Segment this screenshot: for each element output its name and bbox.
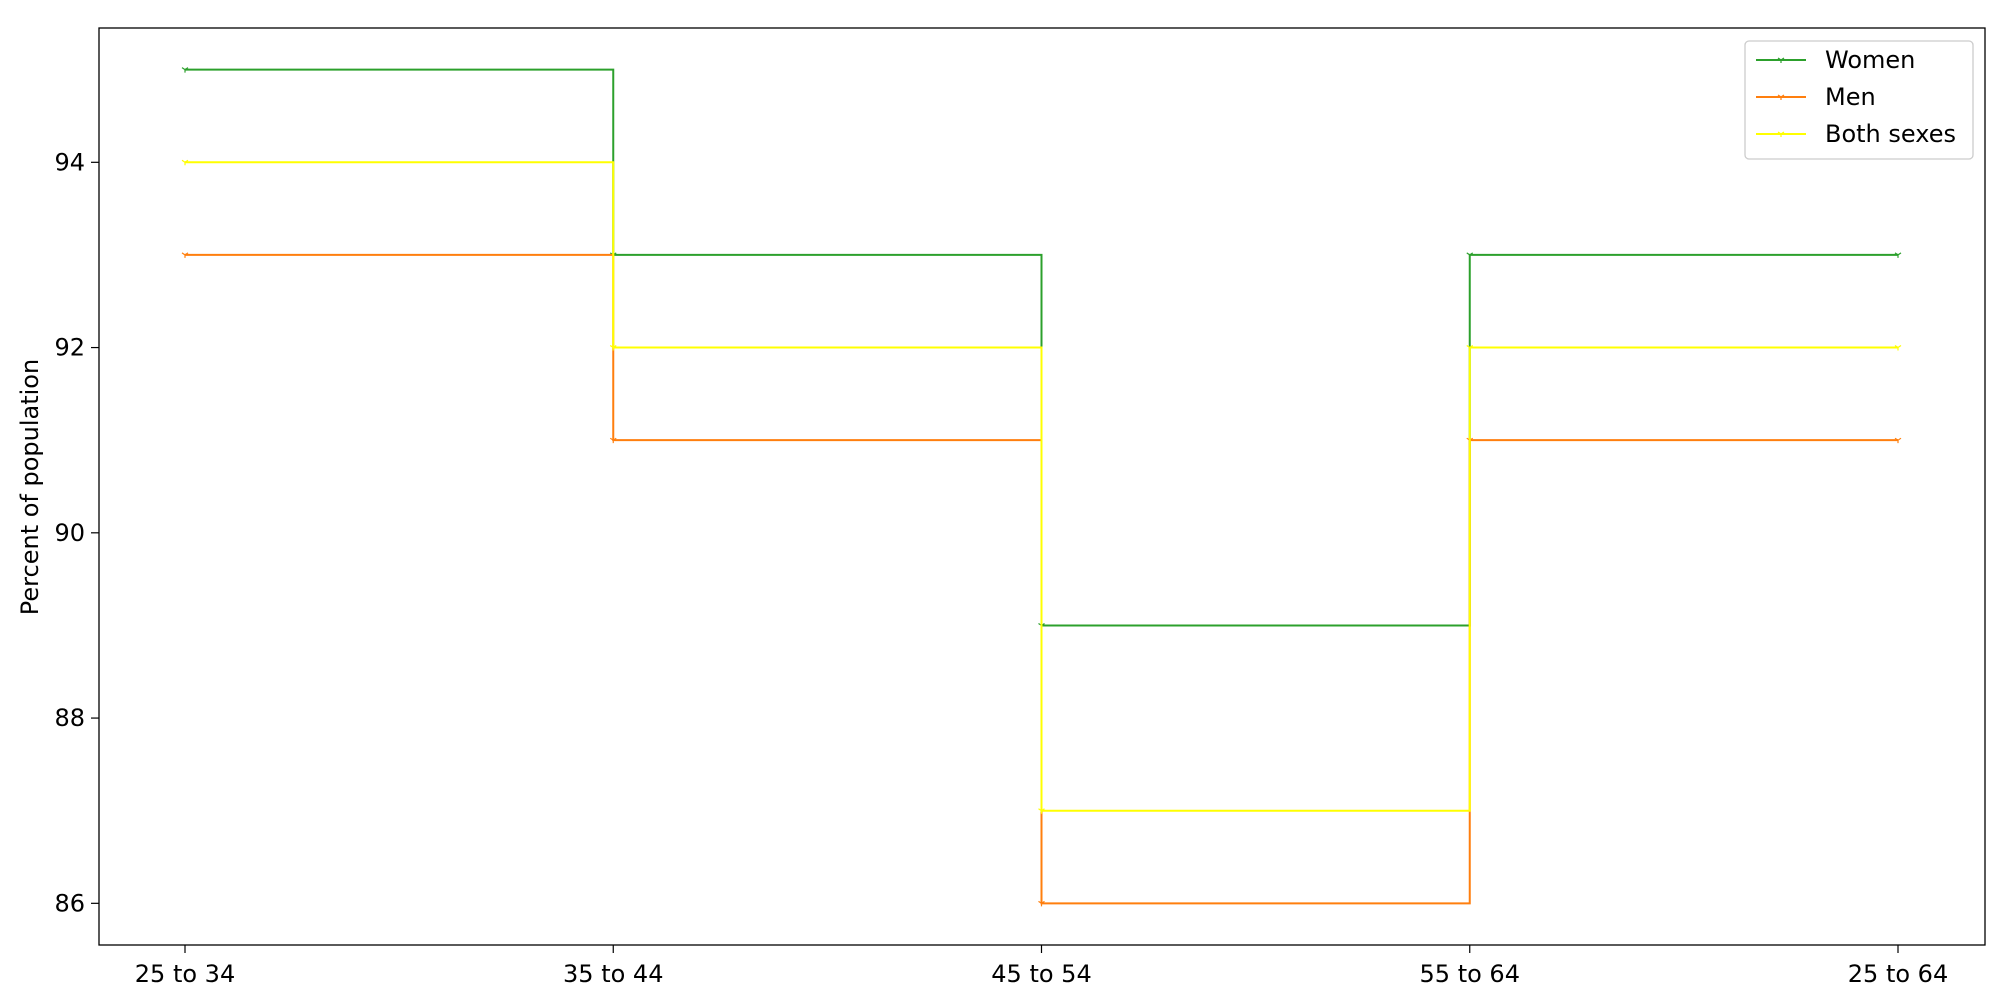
data-point xyxy=(1894,437,1902,444)
legend: Women Men Both sexes xyxy=(1744,40,1974,160)
legend-label: Women xyxy=(1825,46,1915,74)
x-tick-label: 25 to 34 xyxy=(135,960,235,988)
series-layer xyxy=(181,67,1902,907)
legend-marker xyxy=(1777,94,1785,100)
data-point xyxy=(1894,252,1902,258)
series-both-sexes xyxy=(181,159,1902,814)
legend-label: Men xyxy=(1825,83,1876,111)
series-line xyxy=(185,161,1898,812)
legend-box xyxy=(1744,40,1974,160)
x-axis: 25 to 34 35 to 44 45 to 54 55 to 64 25 to 64 xyxy=(135,945,1948,988)
data-point xyxy=(181,67,189,73)
legend-entry: Women xyxy=(1756,46,1915,74)
y-tick-label: 90 xyxy=(54,519,85,547)
data-point xyxy=(1466,345,1474,351)
x-tick-label: 35 to 44 xyxy=(563,960,663,988)
data-point xyxy=(1038,808,1045,814)
legend-entry: Men xyxy=(1756,83,1876,111)
x-tick-label: 45 to 54 xyxy=(991,960,1091,988)
data-point xyxy=(181,252,189,258)
legend-marker xyxy=(1777,131,1785,137)
x-tick-label: 25 to 64 xyxy=(1848,960,1948,988)
y-tick-label: 86 xyxy=(54,889,85,917)
y-tick-label: 92 xyxy=(54,334,85,362)
legend-entry: Both sexes xyxy=(1756,120,1956,148)
x-tick-label: 55 to 64 xyxy=(1420,960,1520,988)
y-axis: 86 88 90 92 94 xyxy=(54,148,99,917)
y-axis-label: Percent of population xyxy=(16,359,44,615)
data-point xyxy=(609,345,617,351)
y-tick-label: 94 xyxy=(54,148,85,176)
legend-label: Both sexes xyxy=(1825,120,1956,148)
data-point xyxy=(609,437,617,444)
y-tick-label: 88 xyxy=(54,704,85,732)
legend-marker xyxy=(1777,57,1785,63)
data-point xyxy=(1038,900,1045,907)
data-point xyxy=(181,159,189,166)
data-point xyxy=(1466,252,1474,258)
data-point xyxy=(1894,345,1902,351)
